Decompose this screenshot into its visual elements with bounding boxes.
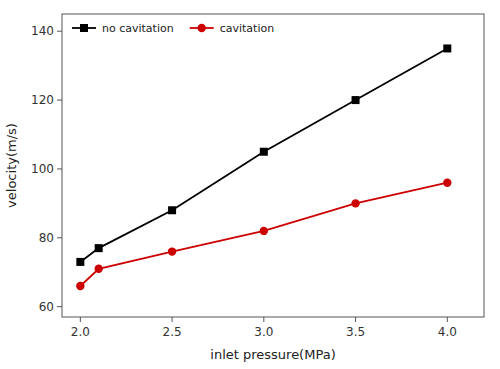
x-tick xyxy=(447,317,448,322)
x-tick-label: 2.0 xyxy=(71,325,90,339)
legend-item: cavitation xyxy=(190,22,275,35)
legend-marker xyxy=(197,24,205,32)
legend-label: cavitation xyxy=(220,22,275,35)
y-tick xyxy=(57,306,62,307)
legend-label: no cavitation xyxy=(102,22,174,35)
legend-item: no cavitation xyxy=(72,22,174,35)
y-tick-label: 80 xyxy=(39,231,54,245)
point xyxy=(443,179,451,187)
y-tick-label: 120 xyxy=(31,93,54,107)
y-tick-label: 100 xyxy=(31,162,54,176)
point xyxy=(76,282,84,290)
x-tick-label: 3.0 xyxy=(254,325,273,339)
y-tick-label: 60 xyxy=(39,300,54,314)
x-axis-label: inlet pressure(MPa) xyxy=(210,347,335,362)
point xyxy=(351,199,359,207)
point xyxy=(76,258,84,266)
x-tick xyxy=(80,317,81,322)
x-tick-label: 4.0 xyxy=(438,325,457,339)
legend-marker xyxy=(80,24,88,32)
x-tick xyxy=(355,317,356,322)
chart: 2.0 2.5 3.0 3.5 4.0 inlet pressure(MPa) 60 80 10… xyxy=(0,0,500,369)
y-tick xyxy=(57,237,62,238)
x-axis: 2.0 2.5 3.0 3.5 4.0 xyxy=(71,317,457,339)
series-line xyxy=(80,48,447,261)
y-axis-label: velocity(m/s) xyxy=(4,123,19,208)
point xyxy=(168,247,176,255)
point xyxy=(94,265,102,273)
y-tick xyxy=(57,100,62,101)
x-tick-label: 2.5 xyxy=(163,325,182,339)
y-tick xyxy=(57,31,62,32)
point xyxy=(260,227,268,235)
point xyxy=(260,148,268,156)
x-tick xyxy=(263,317,264,322)
plot-frame xyxy=(62,14,484,317)
y-axis: 60 80 100 120 140 xyxy=(31,24,62,313)
x-tick-label: 3.5 xyxy=(346,325,365,339)
point xyxy=(168,206,176,214)
y-tick-label: 140 xyxy=(31,24,54,38)
series xyxy=(76,179,451,291)
x-tick xyxy=(172,317,173,322)
point xyxy=(443,44,451,52)
legend: no cavitation cavitation xyxy=(72,22,274,35)
series-line xyxy=(80,183,447,286)
point xyxy=(95,244,103,252)
y-tick xyxy=(57,168,62,169)
series xyxy=(76,44,451,265)
point xyxy=(352,96,360,104)
plot-area xyxy=(76,44,451,290)
